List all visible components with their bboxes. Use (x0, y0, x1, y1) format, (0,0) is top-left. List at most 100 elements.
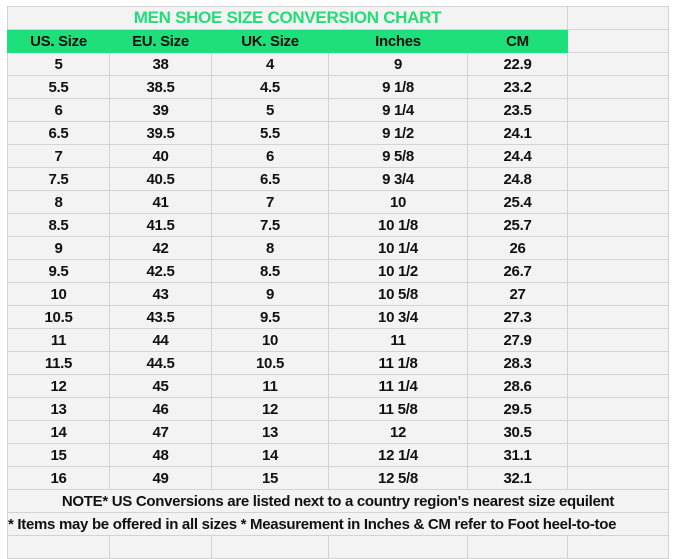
table-cell[interactable]: 4.5 (211, 75, 329, 99)
table-cell[interactable]: 24.1 (467, 121, 568, 145)
table-cell[interactable]: 10.5 (211, 351, 329, 375)
table-cell[interactable]: 25.4 (467, 190, 568, 214)
table-cell[interactable]: 39.5 (109, 121, 212, 145)
table-cell[interactable]: 47 (109, 420, 212, 444)
table-cell[interactable]: 10 (7, 282, 110, 306)
table-cell[interactable]: 29.5 (467, 397, 568, 421)
empty-cell[interactable] (109, 535, 212, 559)
empty-cell[interactable] (567, 121, 669, 145)
table-cell[interactable]: 12 (211, 397, 329, 421)
table-cell[interactable]: 11.5 (7, 351, 110, 375)
table-cell[interactable]: 5.5 (7, 75, 110, 99)
table-cell[interactable]: 43.5 (109, 305, 212, 329)
table-cell[interactable]: 15 (7, 443, 110, 467)
table-cell[interactable]: 38 (109, 52, 212, 76)
empty-cell[interactable] (7, 535, 110, 559)
table-cell[interactable]: 40 (109, 144, 212, 168)
table-cell[interactable]: 9 1/8 (328, 75, 468, 99)
table-cell[interactable]: 12 1/4 (328, 443, 468, 467)
table-cell[interactable]: 14 (7, 420, 110, 444)
empty-cell[interactable] (567, 535, 669, 559)
table-cell[interactable]: 11 (328, 328, 468, 352)
empty-cell[interactable] (567, 420, 669, 444)
table-cell[interactable]: 32.1 (467, 466, 568, 490)
table-cell[interactable]: 10 3/4 (328, 305, 468, 329)
table-cell[interactable]: 39 (109, 98, 212, 122)
table-cell[interactable]: 43 (109, 282, 212, 306)
table-cell[interactable]: 7.5 (7, 167, 110, 191)
table-cell[interactable]: 10 (328, 190, 468, 214)
table-cell[interactable]: 42.5 (109, 259, 212, 283)
table-cell[interactable]: 13 (7, 397, 110, 421)
empty-cell[interactable] (567, 466, 669, 490)
table-cell[interactable]: 41 (109, 190, 212, 214)
table-cell[interactable]: 12 (7, 374, 110, 398)
table-cell[interactable]: 48 (109, 443, 212, 467)
table-cell[interactable]: 10 1/4 (328, 236, 468, 260)
table-cell[interactable]: 38.5 (109, 75, 212, 99)
table-cell[interactable]: 9 1/4 (328, 98, 468, 122)
table-cell[interactable]: 27.3 (467, 305, 568, 329)
table-cell[interactable]: 8 (211, 236, 329, 260)
table-cell[interactable]: 24.4 (467, 144, 568, 168)
empty-cell[interactable] (567, 190, 669, 214)
table-cell[interactable]: 4 (211, 52, 329, 76)
table-cell[interactable]: 27.9 (467, 328, 568, 352)
empty-cell[interactable] (567, 213, 669, 237)
column-header[interactable]: CM (467, 29, 568, 53)
table-cell[interactable]: 10 1/2 (328, 259, 468, 283)
table-cell[interactable]: 30.5 (467, 420, 568, 444)
table-cell[interactable]: 9.5 (211, 305, 329, 329)
table-cell[interactable]: 9 5/8 (328, 144, 468, 168)
table-cell[interactable]: 12 (328, 420, 468, 444)
empty-cell[interactable] (567, 167, 669, 191)
table-cell[interactable]: 31.1 (467, 443, 568, 467)
empty-cell[interactable] (567, 282, 669, 306)
empty-cell[interactable] (567, 6, 669, 30)
table-cell[interactable]: 13 (211, 420, 329, 444)
table-cell[interactable]: 42 (109, 236, 212, 260)
table-cell[interactable]: 9 1/2 (328, 121, 468, 145)
table-cell[interactable]: 10 5/8 (328, 282, 468, 306)
table-cell[interactable]: 28.3 (467, 351, 568, 375)
empty-cell[interactable] (567, 443, 669, 467)
empty-cell[interactable] (567, 98, 669, 122)
table-cell[interactable]: 40.5 (109, 167, 212, 191)
empty-cell[interactable] (567, 328, 669, 352)
empty-cell[interactable] (567, 144, 669, 168)
table-cell[interactable]: 11 1/8 (328, 351, 468, 375)
column-header[interactable]: UK. Size (211, 29, 329, 53)
table-cell[interactable]: 6 (211, 144, 329, 168)
empty-cell[interactable] (467, 535, 568, 559)
column-header[interactable]: EU. Size (109, 29, 212, 53)
table-cell[interactable]: 28.6 (467, 374, 568, 398)
table-cell[interactable]: 9 (7, 236, 110, 260)
empty-cell[interactable] (567, 305, 669, 329)
empty-cell[interactable] (211, 535, 329, 559)
table-cell[interactable]: 15 (211, 466, 329, 490)
column-header[interactable]: US. Size (7, 29, 110, 53)
table-cell[interactable]: 49 (109, 466, 212, 490)
table-cell[interactable]: 12 5/8 (328, 466, 468, 490)
table-cell[interactable]: 23.2 (467, 75, 568, 99)
table-cell[interactable]: 10.5 (7, 305, 110, 329)
table-cell[interactable]: 10 1/8 (328, 213, 468, 237)
table-cell[interactable]: 46 (109, 397, 212, 421)
table-cell[interactable]: 9 (328, 52, 468, 76)
table-cell[interactable]: 6 (7, 98, 110, 122)
table-cell[interactable]: 16 (7, 466, 110, 490)
table-cell[interactable]: 7 (7, 144, 110, 168)
empty-cell[interactable] (567, 29, 669, 53)
table-cell[interactable]: 27 (467, 282, 568, 306)
table-cell[interactable]: 26 (467, 236, 568, 260)
empty-cell[interactable] (328, 535, 468, 559)
empty-cell[interactable] (567, 52, 669, 76)
table-cell[interactable]: 7 (211, 190, 329, 214)
table-cell[interactable]: 26.7 (467, 259, 568, 283)
table-cell[interactable]: 6.5 (7, 121, 110, 145)
column-header[interactable]: Inches (328, 29, 468, 53)
table-cell[interactable]: 7.5 (211, 213, 329, 237)
table-cell[interactable]: 44 (109, 328, 212, 352)
empty-cell[interactable] (567, 75, 669, 99)
table-cell[interactable]: 9 3/4 (328, 167, 468, 191)
